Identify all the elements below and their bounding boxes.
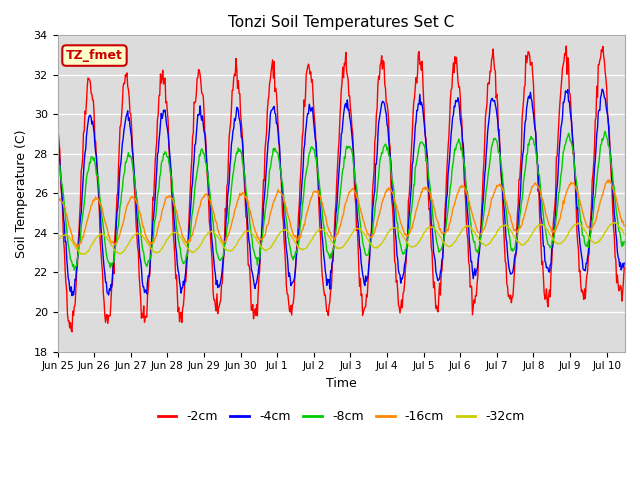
Legend: -2cm, -4cm, -8cm, -16cm, -32cm: -2cm, -4cm, -8cm, -16cm, -32cm <box>153 405 530 428</box>
Text: TZ_fmet: TZ_fmet <box>66 49 123 62</box>
Title: Tonzi Soil Temperatures Set C: Tonzi Soil Temperatures Set C <box>228 15 454 30</box>
Y-axis label: Soil Temperature (C): Soil Temperature (C) <box>15 129 28 258</box>
X-axis label: Time: Time <box>326 377 356 390</box>
